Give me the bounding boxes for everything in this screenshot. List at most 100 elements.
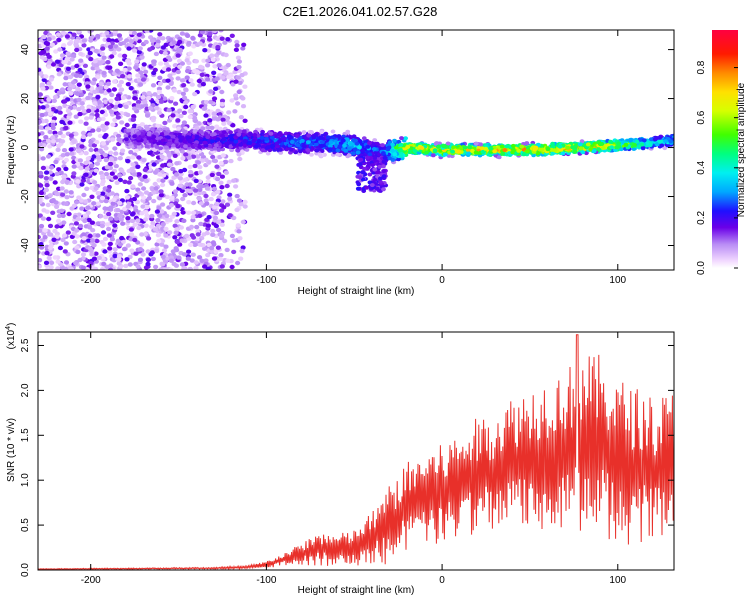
spectrogram-cell: [191, 44, 197, 49]
spectrogram-cell: [51, 98, 58, 104]
spectrogram-cell: [89, 252, 95, 257]
spectrogram-cell: [139, 242, 145, 247]
spectrogram-cell: [136, 32, 142, 37]
spectrogram-cell: [130, 184, 136, 189]
spectrogram-cell: [46, 60, 52, 66]
spectrogram-cell: [38, 213, 43, 218]
spectrogram-cell: [175, 118, 181, 123]
spectrogram-cell: [232, 109, 238, 114]
spectrogram-cell: [131, 48, 138, 53]
spectrogram-cell: [140, 65, 146, 71]
spectrogram-cell: [216, 50, 222, 55]
spectrogram-cell: [85, 84, 91, 89]
spectrogram-cell: [200, 126, 206, 131]
spectrogram-cell: [182, 193, 188, 198]
spectrogram-cell: [209, 172, 215, 178]
spectrogram-cell: [93, 186, 99, 191]
spectrogram-cell: [160, 222, 166, 227]
spectrogram-cell: [172, 192, 178, 198]
spectrogram-cell: [44, 126, 50, 131]
spectrogram-cell: [163, 226, 169, 232]
spectrogram-cell: [100, 46, 106, 51]
spectrogram-cell: [175, 53, 181, 58]
spectrogram-cell: [38, 67, 42, 73]
spectrogram-cell: [88, 56, 94, 62]
spectrogram-cell: [171, 211, 177, 217]
spectrogram-cell: [117, 156, 123, 161]
spectrogram-cell: [143, 39, 149, 45]
spectrogram-cell: [190, 218, 196, 223]
spectrogram-cell: [94, 139, 100, 145]
spectrogram-cell: [92, 59, 98, 64]
spectrogram-cell: [113, 151, 119, 156]
spectrogram-cell: [95, 201, 101, 206]
spectrogram-cell: [150, 256, 156, 262]
spectrogram-cell: [137, 247, 143, 252]
spectrogram-cell: [93, 48, 99, 54]
spectrogram-cell: [63, 189, 69, 194]
spectrogram-cell: [192, 163, 198, 169]
spectrogram-cell: [86, 217, 92, 223]
spectrogram-cell: [106, 226, 112, 232]
spectrogram-cell: [140, 204, 146, 209]
spectrogram-cell: [166, 162, 173, 167]
spectrogram-cell: [38, 190, 45, 196]
spectrogram-cell: [91, 201, 97, 206]
spectrogram-cell: [73, 221, 79, 226]
spectrogram-cell: [229, 233, 235, 239]
spectrogram-cell: [184, 233, 190, 239]
spectrogram-cell: [150, 83, 157, 88]
spectrogram-cell: [103, 198, 109, 204]
spectrogram-cell: [73, 114, 79, 119]
spectrogram-cell: [91, 154, 97, 159]
spectrogram-cell: [208, 196, 214, 202]
spectrogram-cell: [111, 51, 117, 56]
spectrogram-cell: [101, 70, 107, 76]
spectrogram-cell: [135, 164, 141, 169]
spectrogram-cell: [44, 170, 50, 175]
spectrogram-cell: [220, 75, 226, 80]
spectrogram-cell: [219, 233, 225, 238]
spectrogram-cell: [97, 148, 103, 153]
spectrogram-cell: [80, 265, 86, 270]
spectrogram-cell: [184, 58, 190, 63]
spectrogram-cell: [91, 256, 98, 261]
spectrogram-cell: [180, 156, 186, 161]
spectrogram-cell: [79, 92, 85, 98]
spectrogram-cell: [109, 54, 115, 59]
spectrogram-cell: [38, 264, 42, 269]
spectrogram-cell: [174, 161, 180, 166]
spectrogram-cell: [135, 187, 141, 192]
spectrogram-cell: [88, 38, 94, 43]
spectrogram-cell: [95, 233, 101, 238]
spectrogram-cell: [177, 183, 183, 188]
spectrogram-cell: [190, 252, 196, 257]
spectrogram-cell: [225, 62, 231, 68]
spectrogram-cell: [118, 61, 124, 66]
spectrogram-cell: [38, 132, 41, 137]
spectrogram-cell: [83, 172, 89, 177]
spectrogram-cell: [202, 48, 208, 53]
spectrogram-cell: [111, 87, 117, 92]
spectrogram-cell: [229, 33, 235, 38]
spectrogram-cell: [78, 119, 84, 124]
spectrogram-cell: [117, 173, 123, 178]
spectrogram-cell: [38, 183, 44, 188]
spectrogram-cell: [50, 198, 56, 203]
spectrogram-cell: [38, 105, 42, 110]
spectrogram-cell: [47, 129, 53, 135]
spectrogram-cell: [192, 91, 198, 97]
spectrogram-cell: [55, 32, 61, 37]
spectrogram-cell: [168, 258, 174, 263]
spectrogram-cell: [227, 192, 233, 197]
spectrogram-cell: [127, 262, 133, 267]
spectrogram-cell: [236, 64, 242, 70]
spectrogram-cell: [154, 209, 160, 214]
spectrogram-cell: [56, 143, 62, 149]
spectrogram-cell: [57, 130, 63, 136]
spectrogram-cell: [124, 257, 130, 262]
spectrogram-cell: [50, 107, 56, 112]
spectrogram-cell: [143, 69, 149, 75]
spectrogram-cell: [83, 199, 89, 204]
